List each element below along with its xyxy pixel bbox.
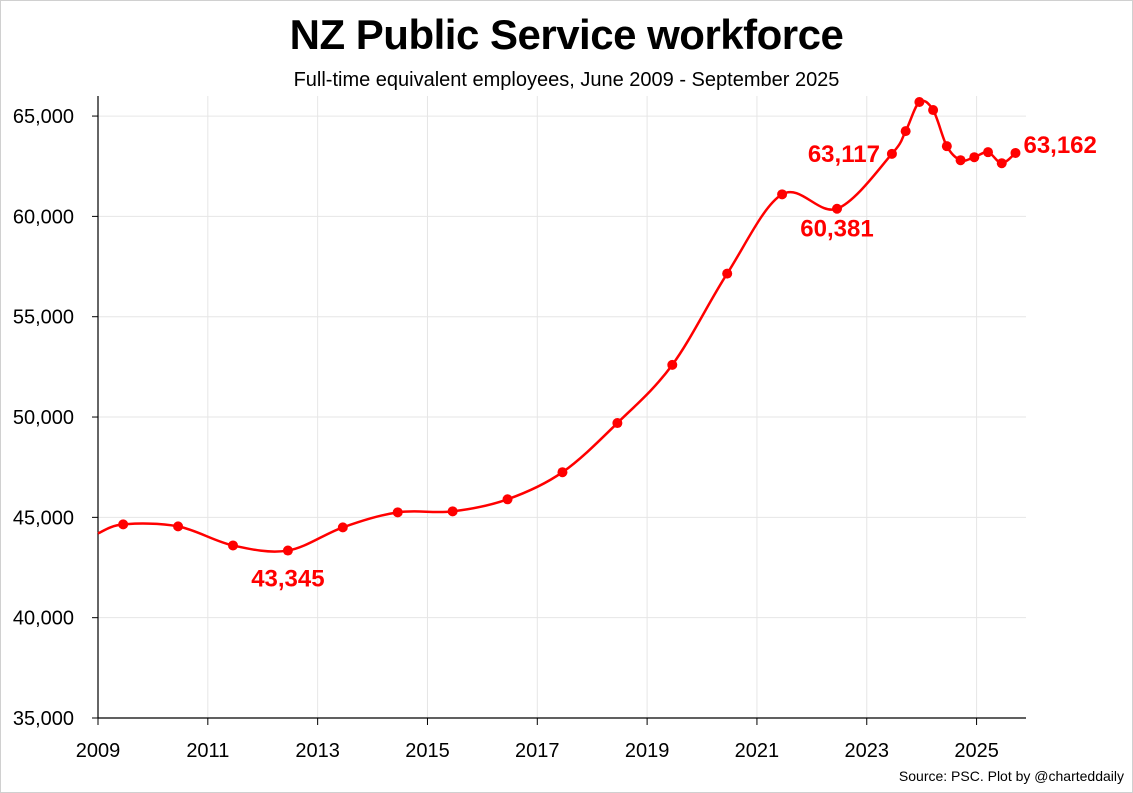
data-point [832,203,843,214]
x-tick-label: 2021 [735,740,780,762]
series-line [97,99,1017,553]
data-point [941,141,952,152]
tick-labels: 35,000 40,000 45,000 50,000 55,000 60,000 65,0… [13,106,999,762]
grid-lines [98,96,1026,718]
data-point [722,268,733,279]
x-tick-label: 2015 [405,740,450,762]
data-point [969,152,980,163]
x-tick-label: 2017 [515,740,560,762]
data-point [282,545,293,556]
y-tick-label: 55,000 [13,307,74,329]
y-tick-label: 50,000 [13,407,74,429]
data-point [928,105,939,116]
chart-subtitle: Full-time equivalent employees, June 200… [293,69,840,91]
data-point [118,519,129,530]
x-tick-label: 2011 [186,740,229,762]
x-tick-label: 2013 [295,740,340,762]
data-point [447,506,458,517]
y-tick-label: 40,000 [13,608,74,630]
x-tick-label: 2023 [845,740,890,762]
data-points [118,97,1021,556]
data-point [227,540,238,551]
data-point [914,97,925,108]
data-point [886,148,897,159]
y-tick-label: 45,000 [13,507,74,529]
data-point [337,522,348,533]
data-point [1010,147,1021,158]
data-point [612,418,623,429]
y-tick-label: 60,000 [13,206,74,228]
data-label: 63,162 [1023,132,1096,159]
data-point [996,158,1007,169]
axes [92,96,1026,725]
data-point [557,467,568,478]
data-label: 43,345 [251,566,324,593]
y-tick-label: 65,000 [13,106,74,128]
data-label: 60,381 [800,216,873,243]
data-point [173,521,184,532]
y-tick-label: 35,000 [13,708,74,730]
data-point [392,507,403,518]
x-tick-label: 2025 [954,740,999,762]
data-labels: 43,345 60,381 63,117 63,162 [251,132,1097,593]
data-point [900,126,911,137]
data-point [777,189,788,200]
x-tick-label: 2019 [625,740,670,762]
data-label: 63,117 [808,141,880,168]
data-point [983,147,994,158]
data-point [667,359,678,370]
data-point [955,155,966,166]
x-tick-label: 2009 [76,740,121,762]
chart-title: NZ Public Service workforce [289,11,844,58]
source-note: Source: PSC. Plot by @charteddaily [898,768,1124,784]
data-point [502,494,513,505]
